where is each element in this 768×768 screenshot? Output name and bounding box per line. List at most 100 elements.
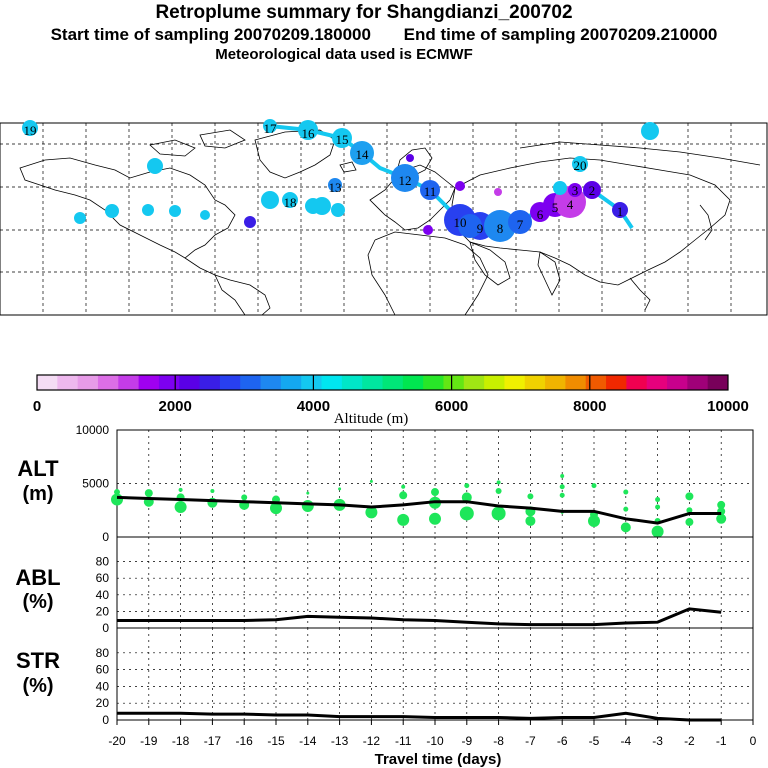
plume-day-label: 4: [567, 197, 574, 212]
plume-point: [572, 156, 588, 172]
altitude-particle-point: [174, 501, 187, 514]
plume-point: [169, 205, 181, 217]
plume-point: [261, 191, 279, 209]
altitude-particle-point: [623, 506, 629, 512]
plume-point: [263, 119, 277, 133]
x-tick-label: -5: [589, 734, 600, 748]
colorbar-cell: [158, 375, 180, 390]
coastline: [374, 231, 489, 316]
time-series-panels: 1000050000ALT(m)806040200ABL(%)806040200…: [15, 423, 756, 748]
colorbar-tick-label: 2000: [159, 398, 192, 415]
plume-point: [641, 122, 659, 140]
coastline: [699, 204, 713, 241]
plume-day-label: 9: [477, 221, 484, 236]
colorbar-cell: [219, 375, 241, 390]
x-tick-label: -18: [172, 734, 190, 748]
altitude-particle-point: [655, 497, 661, 503]
colorbar-cell: [443, 375, 465, 390]
x-tick-label: -7: [525, 734, 536, 748]
x-tick-label: -13: [331, 734, 349, 748]
colorbar-cell: [565, 375, 587, 390]
colorbar-cell: [545, 375, 566, 390]
plume-point: [583, 181, 601, 199]
colorbar-label: Altitude (m): [334, 411, 409, 427]
plume-day-label: 10: [454, 215, 467, 230]
colorbar-cell: [301, 375, 323, 390]
plume-day-label: 11: [424, 184, 437, 199]
chart-title: Retroplume summary for Shangdianzi_20070…: [155, 2, 573, 23]
colorbar-cell: [402, 375, 424, 390]
plume-day-label: 20: [574, 158, 587, 173]
colorbar-cell: [280, 375, 302, 390]
altitude-particle-point: [495, 487, 502, 494]
plume-point: [484, 210, 516, 242]
end-time-label: End time of sampling 20070209.210000: [403, 25, 718, 44]
x-tick-label: -3: [652, 734, 663, 748]
y-tick-label: 0: [102, 621, 109, 635]
plume-point: [494, 188, 502, 196]
colorbar-cell: [362, 375, 383, 390]
y-tick-label: 20: [96, 696, 110, 710]
plume-point: [612, 202, 628, 218]
y-tick-label: 20: [96, 604, 110, 618]
panel-alt: 10000 5000 0 ALT(m): [17, 423, 754, 544]
y-tick-label: 0: [102, 530, 109, 544]
altitude-particle-point: [306, 491, 310, 495]
y-axis-unit: (m): [22, 483, 53, 505]
altitude-particle-point: [270, 502, 282, 515]
x-axis-label: Travel time (days): [375, 751, 502, 768]
colorbar-cell: [463, 375, 485, 390]
colorbar-cell: [626, 375, 648, 390]
altitude-particle-point: [241, 494, 248, 501]
plume-day-label: 2: [589, 183, 596, 198]
x-tick-label: -11: [395, 734, 412, 748]
plume-day-label: 5: [552, 200, 559, 215]
colorbar-cell: [97, 375, 119, 390]
colorbar-cell: [585, 375, 607, 390]
plume-point: [298, 120, 318, 140]
plume-point: [147, 158, 163, 174]
panel-abl: 80 60 40 20 0 ABL(%): [15, 536, 754, 635]
altitude-particle-point: [651, 525, 664, 538]
altitude-particle-point: [401, 484, 406, 489]
x-tick-label: -1: [716, 734, 727, 748]
plume-point: [105, 204, 119, 218]
colorbar-tick-label: 4000: [297, 398, 330, 415]
plume-point: [282, 192, 298, 208]
map-frame: [0, 122, 768, 316]
plume-point: [391, 164, 419, 192]
colorbar-cell: [667, 375, 688, 390]
y-tick-label: 10000: [76, 423, 110, 437]
colorbar-cell: [260, 375, 282, 390]
y-tick-label: 60: [96, 571, 110, 585]
y-axis-label: STR: [16, 648, 60, 673]
colorbar-cell: [707, 375, 729, 390]
altitude-particle-point: [111, 493, 123, 506]
altitude-particle-point: [144, 489, 153, 498]
altitude-particle-point: [717, 500, 726, 509]
plume-point: [423, 225, 433, 235]
x-tick-label: -6: [557, 734, 568, 748]
plume-day-label: 17: [264, 121, 278, 136]
colorbar-cell: [199, 375, 221, 390]
coastline: [199, 129, 246, 149]
plume-day-label: 13: [329, 180, 342, 195]
plume-day-label: 16: [302, 126, 316, 141]
plume-day-label: 12: [399, 173, 412, 188]
plume-day-label: 15: [336, 132, 349, 147]
plume-point: [458, 214, 482, 238]
x-tick-label: -16: [236, 734, 254, 748]
altitude-particle-point: [491, 506, 506, 521]
x-tick-label: -15: [267, 734, 285, 748]
x-tick-label: -8: [493, 734, 504, 748]
altitude-particle-point: [459, 506, 474, 521]
colorbar-tick-label: 8000: [573, 398, 606, 415]
plume-point: [313, 197, 331, 215]
series-line-abl: [117, 607, 722, 627]
series-line-str: [117, 711, 722, 722]
coastline: [149, 139, 196, 157]
altitude-particle-point: [620, 522, 631, 533]
chart-subtitle-times: Start time of sampling 20070209.180000 E…: [0, 25, 768, 45]
plume-point: [508, 210, 532, 234]
y-tick-label: 40: [96, 679, 110, 693]
